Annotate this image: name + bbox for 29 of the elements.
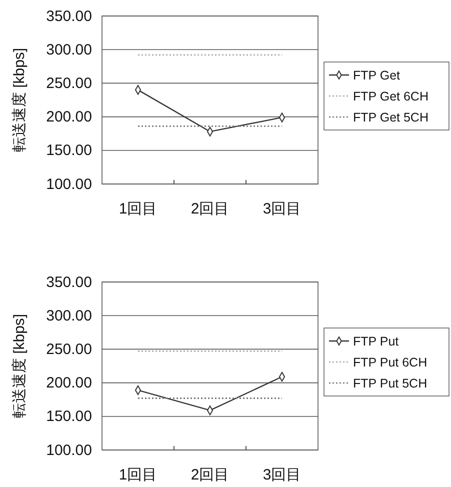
x-tick-label: 3回目 xyxy=(262,200,302,218)
y-tick-label: 100.00 xyxy=(46,176,92,193)
point xyxy=(278,112,286,122)
point xyxy=(134,85,142,95)
x-tick-label: 1回目 xyxy=(118,466,158,484)
x-tick-label: 1回目 xyxy=(118,200,158,218)
y-tick-label: 150.00 xyxy=(46,408,92,426)
x-tick-label: 2回目 xyxy=(190,466,230,484)
x-tick-label: 3回目 xyxy=(262,466,302,484)
legend-label: FTP Put 5CH xyxy=(353,376,428,390)
y-tick-label: 150.00 xyxy=(46,142,92,160)
point xyxy=(206,126,214,136)
y-axis-title: 転送速度 [kbps] xyxy=(11,314,28,418)
y-tick-label: 250.00 xyxy=(46,341,92,358)
legend-label: FTP Get xyxy=(353,68,401,82)
legend-label: FTP Put xyxy=(353,334,400,348)
y-tick-label: 350.00 xyxy=(46,8,92,25)
y-tick-label: 200.00 xyxy=(46,374,92,392)
y-tick-label: 250.00 xyxy=(46,75,92,92)
legend-label: FTP Put 6CH xyxy=(353,356,428,370)
y-axis-title: 転送速度 [kbps] xyxy=(11,48,28,152)
y-tick-label: 200.00 xyxy=(46,108,92,126)
y-tick-label: 350.00 xyxy=(46,274,92,291)
x-tick-label: 2回目 xyxy=(190,200,230,218)
y-tick-label: 100.00 xyxy=(46,442,92,459)
legend-label: FTP Get 6CH xyxy=(353,90,428,104)
y-tick-label: 300.00 xyxy=(46,41,92,58)
y-tick-label: 300.00 xyxy=(46,307,92,324)
legend-label: FTP Get 5CH xyxy=(353,110,428,124)
